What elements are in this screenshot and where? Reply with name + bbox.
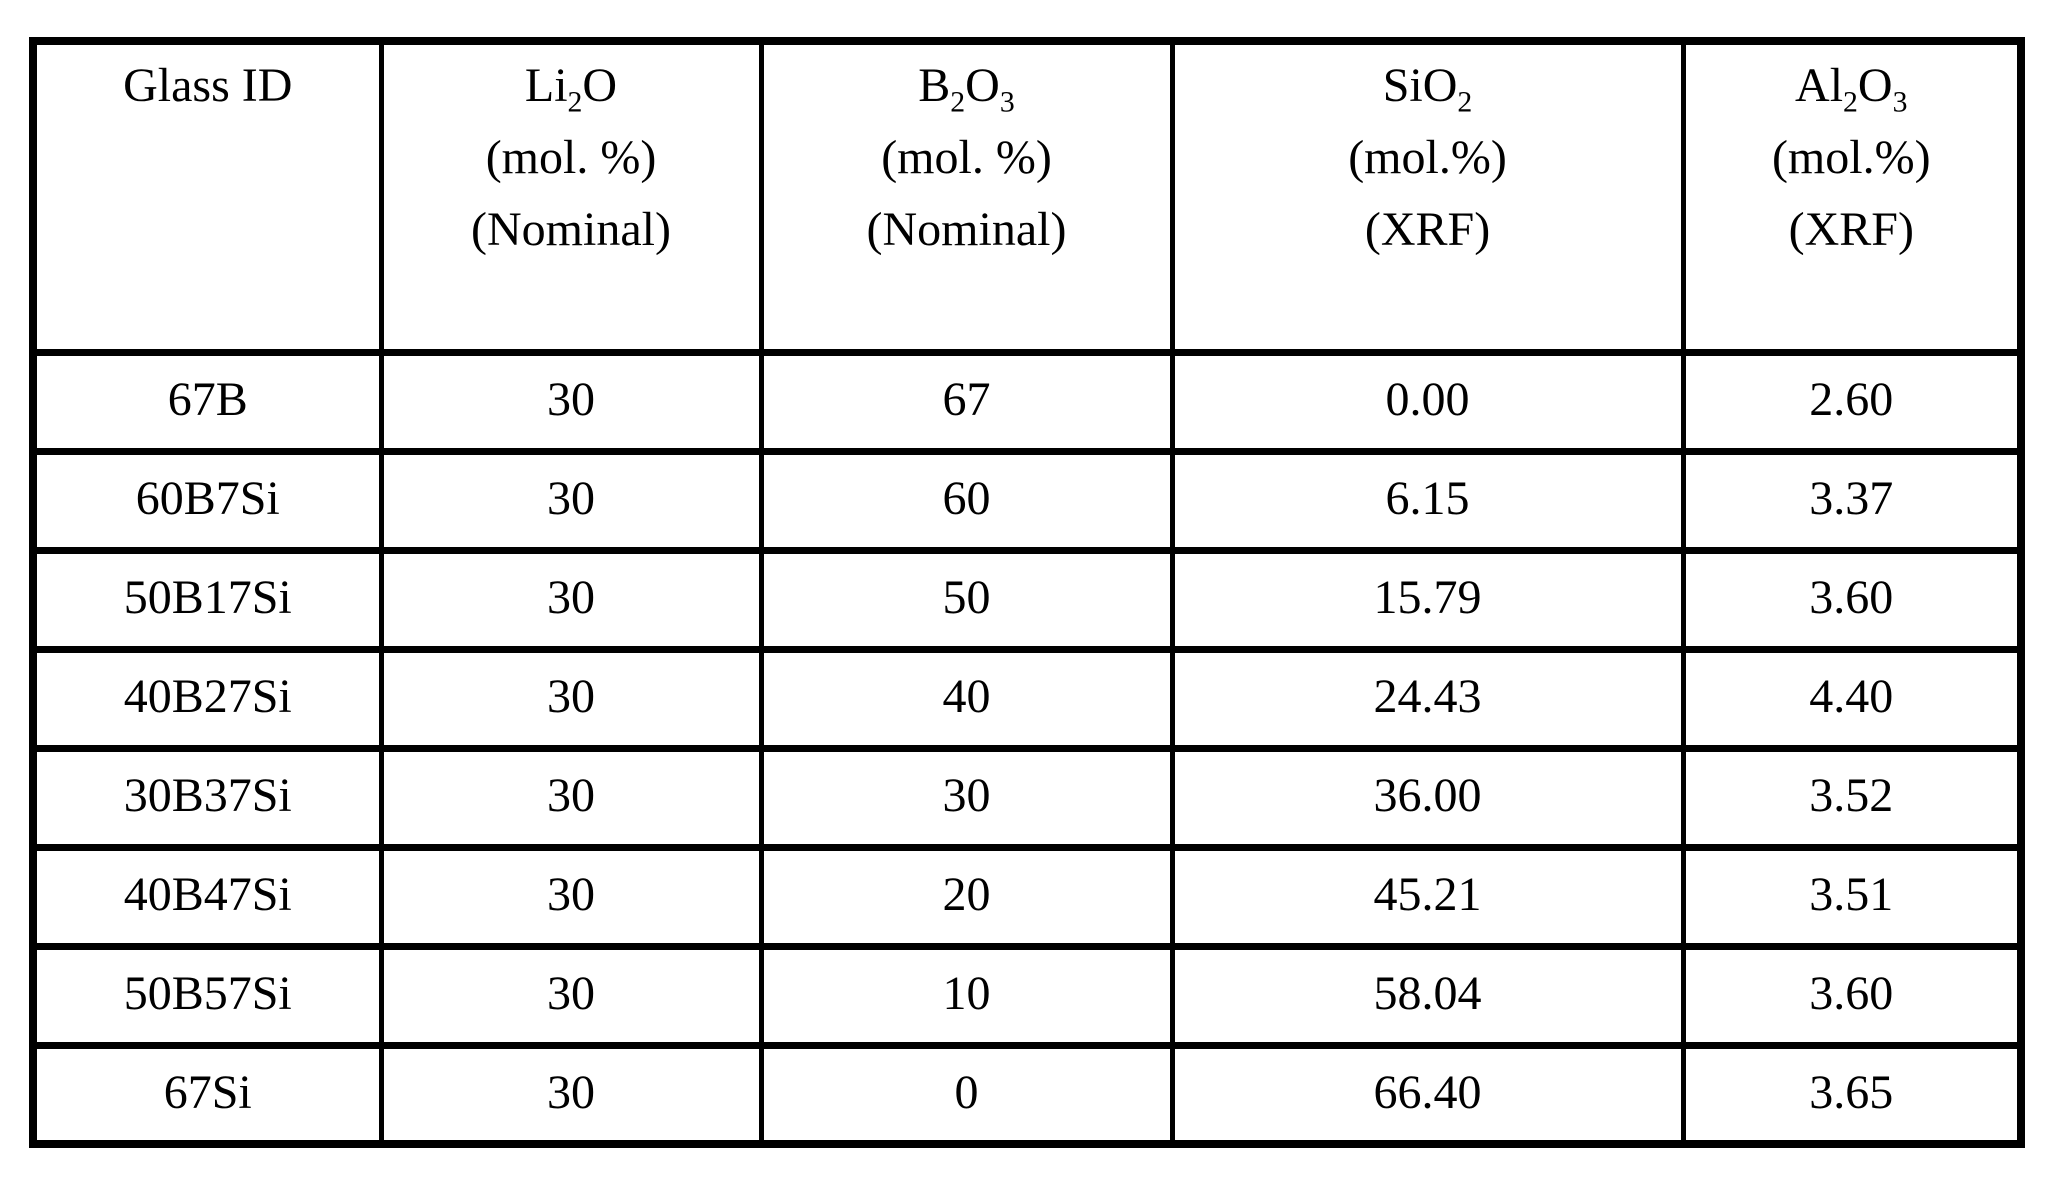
column-header-line: (mol.%) <box>1348 131 1507 184</box>
cell-al2o3-xrf: 3.52 <box>1680 744 2024 851</box>
column-header-line: (Nominal) <box>866 203 1067 256</box>
cell-al2o3-xrf: 3.60 <box>1680 546 2024 653</box>
cell-al2o3-xrf: 2.60 <box>1680 348 2024 455</box>
table-row: 50B17Si 30 50 15.79 3.60 <box>30 546 2024 653</box>
column-header-glass-id: Glass ID <box>30 37 384 356</box>
cell-glass-id: 40B27Si <box>30 645 384 752</box>
column-header-line: (mol.%) <box>1771 131 1931 184</box>
cell-sio2-xrf: 45.21 <box>1169 843 1686 950</box>
cell-li2o-nominal: 30 <box>378 645 764 752</box>
cell-sio2-xrf: 0.00 <box>1169 348 1686 455</box>
cell-al2o3-xrf: 3.60 <box>1680 942 2024 1049</box>
cell-glass-id: 67B <box>30 348 384 455</box>
cell-b2o3-nominal: 30 <box>758 744 1175 851</box>
column-header-line: (XRF) <box>1788 203 1914 256</box>
cell-li2o-nominal: 30 <box>378 744 764 851</box>
cell-al2o3-xrf: 3.65 <box>1680 1041 2024 1148</box>
cell-b2o3-nominal: 60 <box>758 447 1175 554</box>
cell-al2o3-xrf: 3.37 <box>1680 447 2024 554</box>
cell-b2o3-nominal: 10 <box>758 942 1175 1049</box>
column-header-al2o3-xrf: Al2O3 (mol.%) (XRF) <box>1680 37 2024 356</box>
cell-li2o-nominal: 30 <box>378 348 764 455</box>
column-header-line: (Nominal) <box>471 203 671 256</box>
table-row: 40B47Si 30 20 45.21 3.51 <box>30 843 2024 950</box>
column-header-b2o3-nominal: B2O3 (mol. %) (Nominal) <box>758 37 1175 356</box>
cell-b2o3-nominal: 40 <box>758 645 1175 752</box>
cell-al2o3-xrf: 3.51 <box>1680 843 2024 950</box>
cell-sio2-xrf: 6.15 <box>1169 447 1686 554</box>
column-header-li2o-nominal: Li2O (mol. %) (Nominal) <box>378 37 764 356</box>
column-header-sio2-xrf: SiO2 (mol.%) (XRF) <box>1169 37 1686 356</box>
table-row: 40B27Si 30 40 24.43 4.40 <box>30 645 2024 752</box>
cell-li2o-nominal: 30 <box>378 942 764 1049</box>
column-header-line: B2O3 <box>918 59 1015 119</box>
table-row: 67B 30 67 0.00 2.60 <box>30 348 2024 455</box>
cell-sio2-xrf: 24.43 <box>1169 645 1686 752</box>
cell-li2o-nominal: 30 <box>378 447 764 554</box>
cell-glass-id: 30B37Si <box>30 744 384 851</box>
cell-b2o3-nominal: 50 <box>758 546 1175 653</box>
header-row: Glass ID Li2O (mol. %) (Nominal) B2O3 (mol. %… <box>30 37 2024 356</box>
column-header-line: SiO2 <box>1382 59 1473 119</box>
cell-glass-id: 50B57Si <box>30 942 384 1049</box>
table-row: 30B37Si 30 30 36.00 3.52 <box>30 744 2024 851</box>
table-row: 60B7Si 30 60 6.15 3.37 <box>30 447 2024 554</box>
cell-sio2-xrf: 66.40 <box>1169 1041 1686 1148</box>
cell-li2o-nominal: 30 <box>378 1041 764 1148</box>
cell-al2o3-xrf: 4.40 <box>1680 645 2024 752</box>
table-body: 67B 30 67 0.00 2.60 60B7Si 30 60 6.15 3.37 50B17Si… <box>30 348 2024 1148</box>
table-row: 50B57Si 30 10 58.04 3.60 <box>30 942 2024 1049</box>
cell-glass-id: 40B47Si <box>30 843 384 950</box>
column-header-line: Glass ID <box>123 59 293 112</box>
cell-b2o3-nominal: 67 <box>758 348 1175 455</box>
cell-glass-id: 67Si <box>30 1041 384 1148</box>
cell-sio2-xrf: 15.79 <box>1169 546 1686 653</box>
cell-b2o3-nominal: 0 <box>758 1041 1175 1148</box>
column-header-line: Li2O <box>524 59 618 119</box>
cell-sio2-xrf: 58.04 <box>1169 942 1686 1049</box>
glass-composition-table: Glass ID Li2O (mol. %) (Nominal) B2O3 (mol. %… <box>29 37 2025 1148</box>
column-header-line: (mol. %) <box>485 131 657 184</box>
cell-sio2-xrf: 36.00 <box>1169 744 1686 851</box>
table-row: 67Si 30 0 66.40 3.65 <box>30 1041 2024 1148</box>
column-header-line: (XRF) <box>1364 203 1491 256</box>
cell-li2o-nominal: 30 <box>378 843 764 950</box>
cell-b2o3-nominal: 20 <box>758 843 1175 950</box>
column-header-line: Al2O3 <box>1795 59 1908 119</box>
column-header-line: (mol. %) <box>881 131 1052 184</box>
cell-li2o-nominal: 30 <box>378 546 764 653</box>
cell-glass-id: 50B17Si <box>30 546 384 653</box>
cell-glass-id: 60B7Si <box>30 447 384 554</box>
